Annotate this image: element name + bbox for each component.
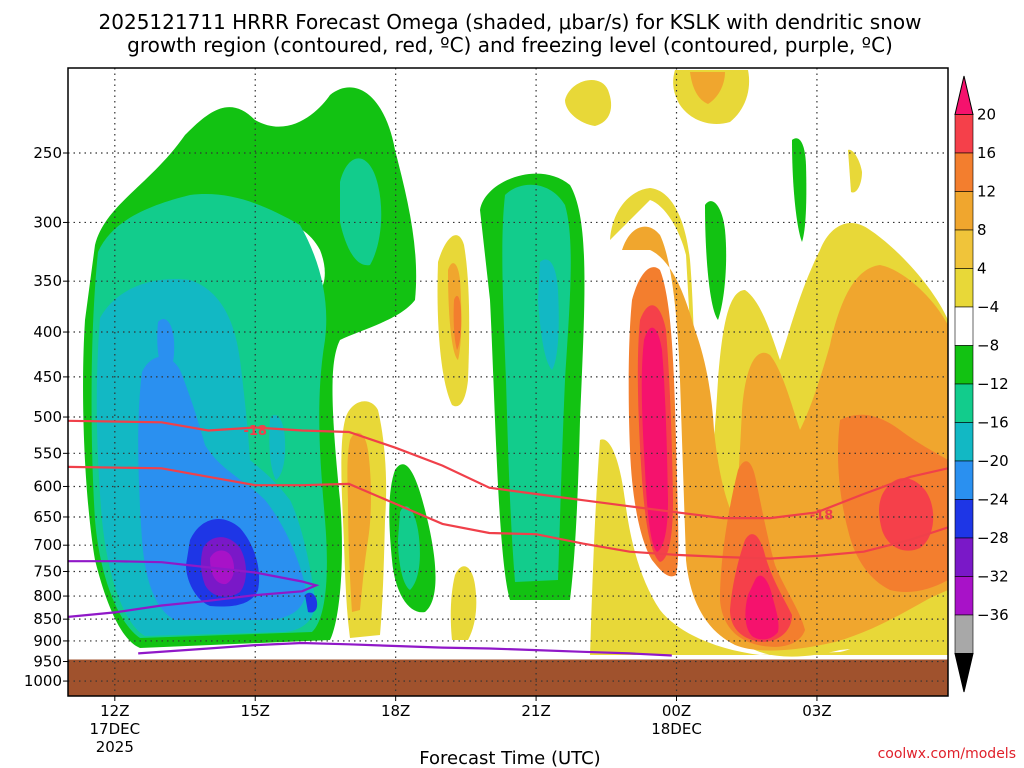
colorbar-label: −28 bbox=[977, 529, 1009, 547]
y-tick-label: 950 bbox=[33, 653, 62, 671]
y-tick-label: 700 bbox=[33, 536, 62, 554]
colorbar-label: −4 bbox=[977, 298, 999, 316]
y-tick-label: 450 bbox=[33, 368, 62, 386]
x-axis-label: Forecast Time (UTC) bbox=[419, 748, 600, 768]
x-tick-label: 21Z bbox=[521, 702, 550, 720]
dendritic-contour-lower bbox=[68, 465, 948, 560]
colorbar-bottom-arrow bbox=[954, 653, 974, 693]
terrain-below-ground bbox=[68, 659, 948, 696]
y-tick-label: 750 bbox=[33, 562, 62, 580]
omega-neutral-gap bbox=[339, 333, 409, 387]
colorbar-swatch bbox=[954, 345, 974, 385]
colorbar-label: −8 bbox=[977, 337, 999, 355]
colorbar-label: −36 bbox=[977, 606, 1009, 624]
y-tick-label: 1000 bbox=[24, 672, 62, 690]
x-tick-label: 15Z bbox=[241, 702, 270, 720]
colorbar-swatch bbox=[954, 268, 974, 308]
colorbar-label: 16 bbox=[977, 144, 996, 162]
colorbar-swatch bbox=[954, 383, 974, 423]
dendritic-contour-label: -18 bbox=[810, 509, 834, 524]
x-tick-date: 17DEC bbox=[90, 720, 141, 738]
colorbar-swatch bbox=[954, 460, 974, 500]
chart-title-line1: 2025121711 HRRR Forecast Omega (shaded, … bbox=[99, 10, 922, 34]
colorbar-swatch bbox=[954, 306, 974, 346]
grid-lines bbox=[68, 68, 948, 696]
colorbar-label: 8 bbox=[977, 221, 987, 239]
y-tick-label: 300 bbox=[33, 213, 62, 231]
omega-magenta-region bbox=[210, 550, 234, 585]
colorbar-swatch bbox=[954, 576, 974, 616]
chart-title-line2: growth region (contoured, red, ºC) and f… bbox=[127, 33, 893, 57]
freezing-level-contour-lower bbox=[138, 641, 672, 657]
freezing-level-contour-upper bbox=[68, 560, 320, 618]
y-tick-label: 400 bbox=[33, 323, 62, 341]
colorbar-swatch bbox=[954, 614, 974, 654]
y-tick-label: 500 bbox=[33, 408, 62, 426]
y-tick-label: 250 bbox=[33, 144, 62, 162]
y-axis-ticks: 250 300 350 400 450 500 550 600 650 700 750 800 850 9… bbox=[24, 144, 68, 690]
colorbar-label: −16 bbox=[977, 414, 1009, 432]
y-tick-label: 850 bbox=[33, 610, 62, 628]
x-tick-date: 18DEC bbox=[651, 720, 702, 738]
colorbar-label: 12 bbox=[977, 183, 996, 201]
x-tick-label: 18Z bbox=[381, 702, 410, 720]
colorbar-swatch bbox=[954, 537, 974, 577]
y-tick-label: 650 bbox=[33, 508, 62, 526]
plot-frame bbox=[67, 67, 949, 697]
colorbar-label: −20 bbox=[977, 452, 1009, 470]
colorbar-top-arrow bbox=[954, 75, 974, 115]
contour-layer: -18 -18 bbox=[68, 419, 948, 657]
colorbar-swatch bbox=[954, 152, 974, 192]
colorbar-swatch bbox=[954, 191, 974, 231]
plot-area: -18 -18 bbox=[68, 68, 948, 696]
x-tick-label: 03Z bbox=[802, 702, 831, 720]
x-tick-year: 2025 bbox=[96, 738, 134, 756]
credit-text: coolwx.com/models bbox=[878, 746, 1016, 762]
colorbar-label: 4 bbox=[977, 260, 987, 278]
y-tick-label: 900 bbox=[33, 632, 62, 650]
x-tick-label: 12Z bbox=[100, 702, 129, 720]
dendritic-contour-label: -18 bbox=[243, 424, 267, 439]
dendritic-contour-upper bbox=[68, 419, 948, 520]
colorbar-swatch bbox=[954, 229, 974, 269]
y-tick-label: 350 bbox=[33, 272, 62, 290]
colorbar-label: −12 bbox=[977, 375, 1009, 393]
x-tick-label: 00Z bbox=[662, 702, 691, 720]
omega-blue-region bbox=[138, 319, 306, 620]
colorbar-label: −32 bbox=[977, 568, 1009, 586]
y-tick-label: 600 bbox=[33, 477, 62, 495]
y-tick-label: 800 bbox=[33, 587, 62, 605]
colorbar-swatch bbox=[954, 499, 974, 539]
colorbar-label: 20 bbox=[977, 106, 996, 124]
colorbar-swatch bbox=[954, 114, 974, 154]
colorbar-label: −24 bbox=[977, 491, 1009, 509]
y-tick-label: 550 bbox=[33, 444, 62, 462]
omega-colorbar: 20 16 12 8 4 −4 −8 −12 −16 −20 −24 −28 −32 −36 bbox=[954, 75, 1009, 693]
colorbar-swatch bbox=[954, 422, 974, 462]
omega-pink-region bbox=[641, 327, 779, 640]
